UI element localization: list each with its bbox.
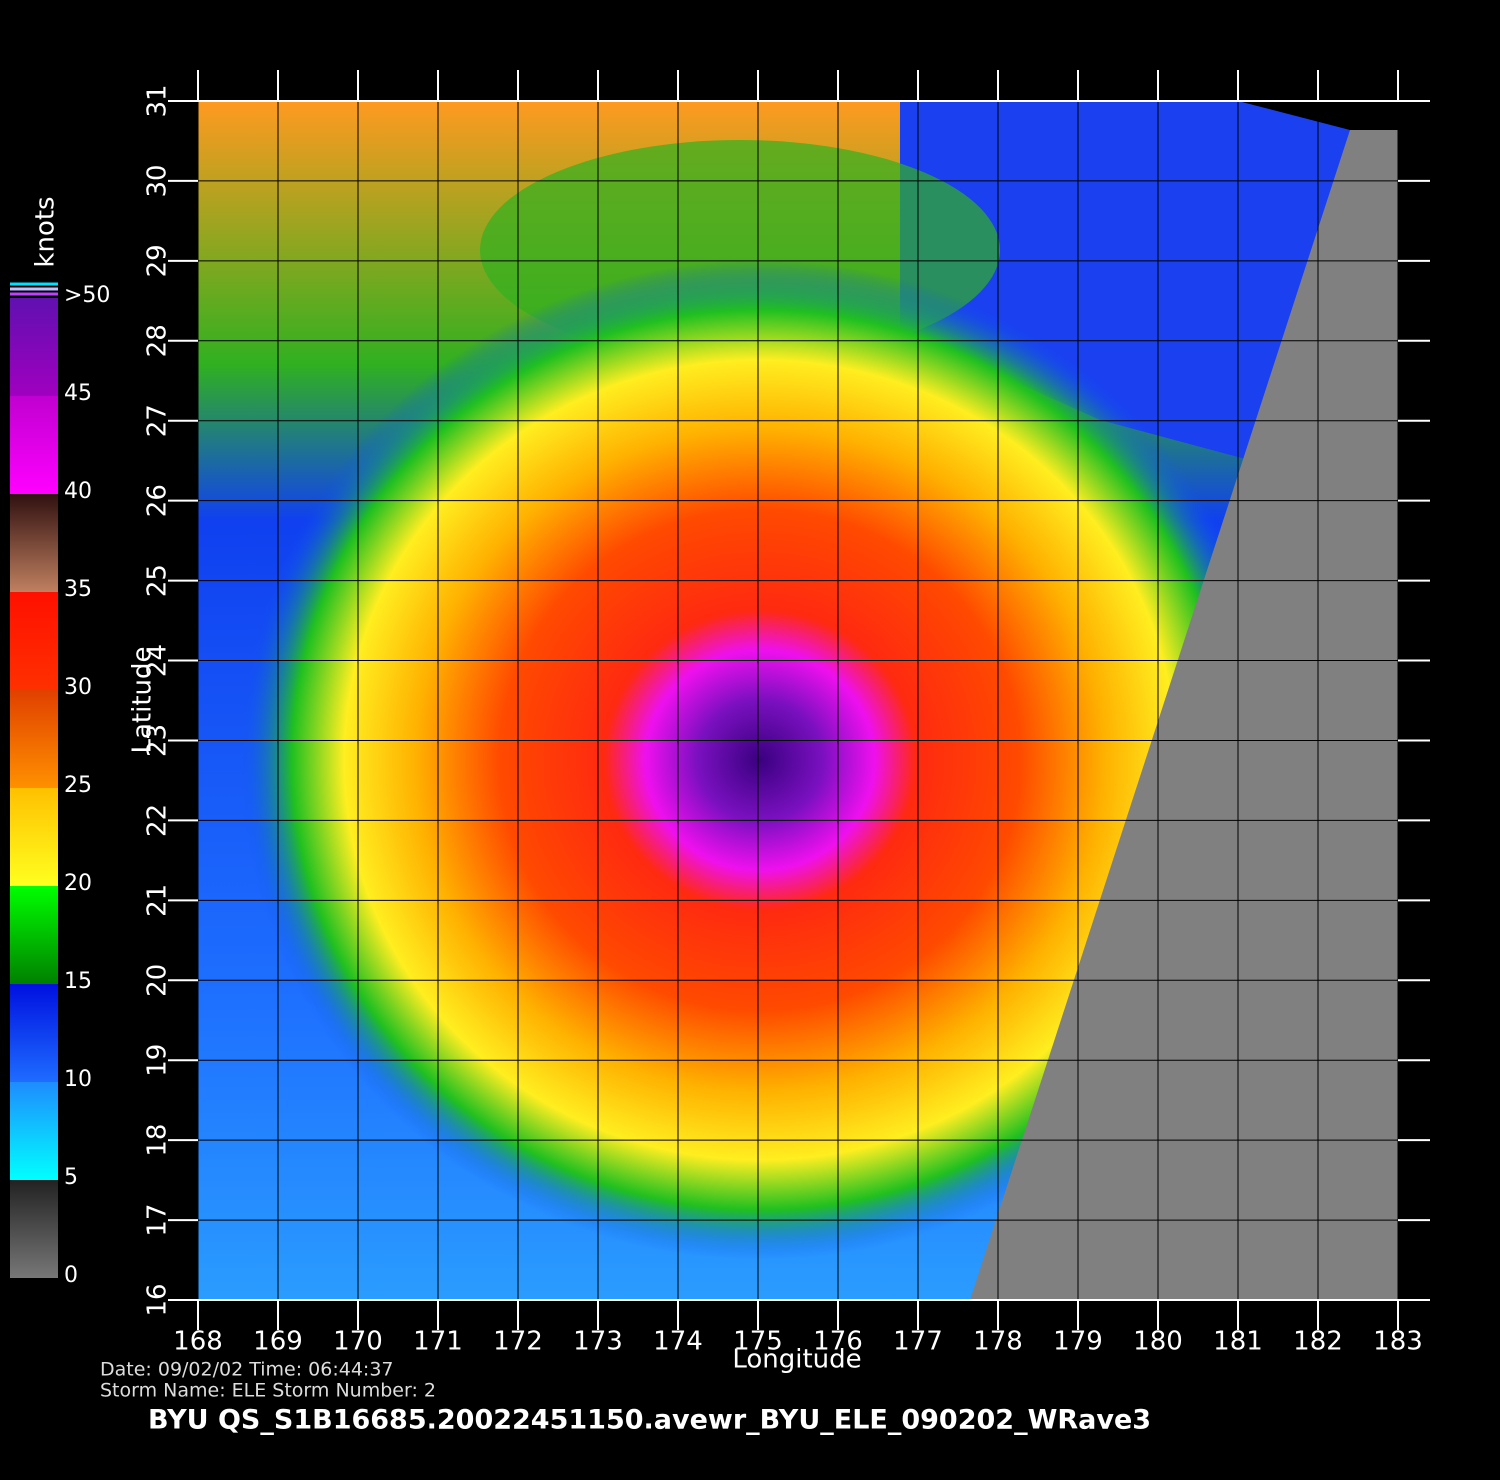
date-time: Date: 09/02/02 Time: 06:44:37: [100, 1359, 394, 1381]
y-tick-label: 24: [143, 644, 173, 677]
x-tick-label: 176: [813, 1327, 863, 1357]
x-tick-label: 181: [1213, 1327, 1263, 1357]
y-tick-label: 21: [143, 884, 173, 917]
y-tick-label: 28: [143, 324, 173, 357]
colorbar-label: 25: [64, 773, 92, 798]
colorbar-label: 45: [64, 381, 92, 406]
y-tick-label: 31: [143, 84, 173, 117]
y-tick-label: 18: [143, 1124, 173, 1157]
x-tick-label: 177: [893, 1327, 943, 1357]
x-tick-label: 172: [493, 1327, 543, 1357]
colorbar-label: 20: [64, 871, 92, 896]
x-tick-label: 175: [733, 1327, 783, 1357]
x-tick-label: 170: [333, 1327, 383, 1357]
colorbar-label: 30: [64, 675, 92, 700]
x-tick-label: 171: [413, 1327, 463, 1357]
y-tick-label: 16: [143, 1283, 173, 1316]
y-tick-label: 30: [143, 164, 173, 197]
y-tick-label: 29: [143, 244, 173, 277]
storm-info: Storm Name: ELE Storm Number: 2: [100, 1380, 436, 1402]
y-tick-label: 26: [143, 484, 173, 517]
y-tick-label: 23: [143, 724, 173, 757]
x-tick-label: 180: [1133, 1327, 1183, 1357]
colorbar-segment: [10, 494, 58, 592]
x-tick-label: 168: [173, 1327, 223, 1357]
x-tick-label: 179: [1053, 1327, 1103, 1357]
colorbar-segment: [10, 788, 58, 886]
colorbar-segment: [10, 1180, 58, 1278]
colorbar-segment: [10, 886, 58, 984]
wind-field: [198, 101, 1398, 1300]
y-tick-label: 20: [143, 964, 173, 997]
file-name: BYU QS_S1B16685.20022451150.avewr_BYU_EL…: [148, 1405, 1151, 1436]
colorbar-segment: [10, 984, 58, 1082]
colorbar-label: 0: [64, 1263, 78, 1288]
colorbar-segment: [10, 592, 58, 690]
colorbar-label: 10: [64, 1067, 92, 1092]
x-tick-label: 178: [973, 1327, 1023, 1357]
x-tick-label: 173: [573, 1327, 623, 1357]
y-tick-label: 22: [143, 804, 173, 837]
x-tick-label: 183: [1373, 1327, 1423, 1357]
x-axis-label: Longitude: [732, 1345, 861, 1375]
x-tick-label: 174: [653, 1327, 703, 1357]
y-axis-label: Latitude: [128, 646, 158, 753]
x-tick-label: 182: [1293, 1327, 1343, 1357]
y-tick-label: 17: [143, 1204, 173, 1237]
colorbar-label: 35: [64, 577, 92, 602]
colorbar-segment: [10, 396, 58, 494]
colorbar-label: 15: [64, 969, 92, 994]
colorbar-segment: [10, 1082, 58, 1180]
colorbar-segment: [10, 298, 58, 396]
colorbar-label: 5: [64, 1165, 78, 1190]
colorbar-label: 40: [64, 479, 92, 504]
colorbar-title: knots: [31, 196, 61, 267]
colorbar-label: >50: [64, 283, 110, 308]
x-tick-label: 169: [253, 1327, 303, 1357]
colorbar-segment: [10, 690, 58, 788]
y-tick-label: 27: [143, 404, 173, 437]
y-tick-label: 19: [143, 1044, 173, 1077]
y-tick-label: 25: [143, 564, 173, 597]
